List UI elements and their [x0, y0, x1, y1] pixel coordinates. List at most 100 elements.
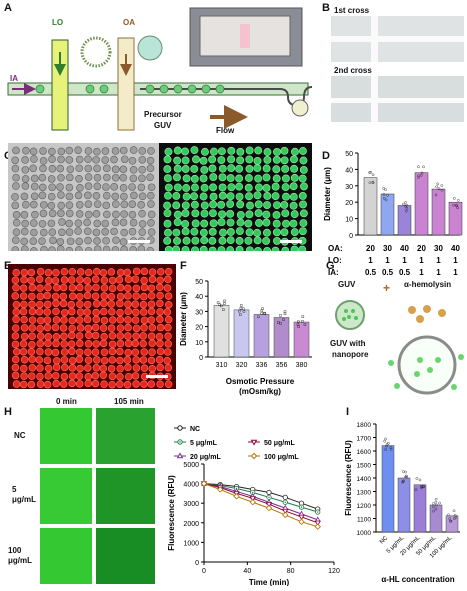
- y-tick-label: 20: [345, 200, 353, 207]
- red-guv: [157, 381, 164, 388]
- bar: [430, 505, 442, 532]
- bar-point: [240, 307, 242, 309]
- fluorescence-guv: [192, 220, 199, 227]
- red-guv: [68, 332, 75, 339]
- red-guv: [20, 348, 27, 355]
- x-tick-label: 0: [202, 568, 206, 575]
- fluorescence-guv: [245, 220, 252, 227]
- red-guv: [109, 373, 116, 380]
- brightfield-guv: [94, 237, 101, 244]
- brightfield-guv: [49, 237, 56, 244]
- brightfield-guv: [148, 229, 155, 236]
- brightfield-guv: [120, 166, 127, 173]
- fluorescence-guv: [290, 193, 297, 200]
- legend-marker: [252, 440, 257, 444]
- y-tick-label: 3000: [183, 501, 199, 508]
- fluorescence-guv: [218, 148, 225, 155]
- y-tick-label: 1700: [357, 436, 372, 443]
- fluorescence-guv: [263, 201, 270, 208]
- brightfield-guv: [139, 166, 146, 173]
- x-axis-label-units: (mOsm/kg): [239, 387, 281, 396]
- red-guv: [157, 364, 164, 371]
- red-guv: [133, 293, 140, 300]
- red-guv: [92, 293, 99, 300]
- red-guv: [92, 332, 99, 339]
- fluorescence-guv: [201, 220, 208, 227]
- red-guv: [76, 373, 83, 380]
- red-guv: [141, 277, 148, 284]
- red-guv: [149, 324, 156, 331]
- bar: [398, 478, 410, 532]
- fluorescence-guv: [191, 175, 198, 182]
- red-guv: [13, 348, 20, 355]
- bar: [364, 178, 377, 235]
- brightfield-guv: [30, 247, 37, 251]
- red-guv: [132, 349, 139, 356]
- legend-marker: [251, 453, 256, 458]
- fluorescence-guv: [218, 157, 225, 164]
- fluorescence-guv: [182, 157, 189, 164]
- red-guv: [100, 372, 107, 379]
- brightfield-guv: [120, 238, 127, 245]
- red-guv: [85, 285, 92, 292]
- brightfield-guv: [57, 210, 64, 217]
- brightfield-guv: [102, 220, 109, 227]
- time-105-label: 105 min: [114, 397, 144, 406]
- bar-point: [435, 498, 437, 500]
- fluorescence-guv: [255, 147, 262, 154]
- brightfield-guv: [112, 237, 119, 244]
- precursor-label-2: GUV: [154, 121, 171, 130]
- red-guv: [117, 325, 124, 332]
- red-guv: [92, 276, 99, 283]
- red-guv: [125, 316, 132, 323]
- red-guv: [76, 301, 83, 308]
- red-guv: [44, 292, 51, 299]
- red-guv: [100, 340, 107, 347]
- brightfield-guv: [39, 174, 46, 181]
- chart-d: 01020304050Diameter (μm)OA:LO:IA:2010.53…: [320, 143, 467, 295]
- x-tick-label: NC: [379, 535, 390, 546]
- red-guv: [109, 332, 116, 339]
- fluorescence-guv: [300, 166, 307, 173]
- fluorescence-guv: [227, 219, 234, 226]
- brightfield-guv: [58, 219, 65, 226]
- red-guv: [53, 284, 60, 291]
- brightfield-guv: [76, 165, 83, 172]
- red-guv: [85, 357, 92, 364]
- fluorescence-guv: [209, 247, 216, 251]
- legend-marker: [178, 453, 183, 457]
- fluorescence-guv: [281, 201, 288, 208]
- fluorescence-guv: [246, 156, 253, 163]
- brightfield-guv: [57, 184, 64, 191]
- brightfield-guv: [30, 156, 37, 163]
- red-guv: [117, 365, 124, 372]
- red-guv: [37, 285, 44, 292]
- red-guv: [164, 276, 171, 283]
- brightfield-guv: [85, 147, 92, 154]
- red-guv: [165, 293, 172, 300]
- brightfield-guv: [85, 201, 92, 208]
- fluorescence-guv: [227, 237, 234, 244]
- red-guv: [45, 269, 52, 276]
- red-guv: [157, 308, 164, 315]
- scale-bar: [146, 375, 168, 378]
- brightfield-guv: [21, 246, 28, 251]
- fluorescence-guv: [201, 237, 208, 244]
- red-guv: [37, 381, 44, 388]
- red-guv: [13, 269, 20, 276]
- brightfield-guv: [130, 192, 137, 199]
- red-guv: [61, 277, 68, 284]
- brightfield-guv: [66, 184, 73, 191]
- y-tick-label: 1400: [357, 476, 372, 483]
- fluorescence-guv: [290, 156, 297, 163]
- red-guv: [124, 357, 131, 364]
- brightfield-guv: [75, 147, 82, 154]
- red-guv: [85, 269, 92, 276]
- red-guv: [165, 381, 172, 388]
- param-value: 30: [434, 244, 443, 253]
- red-guv: [93, 268, 100, 275]
- brightfield-guv: [93, 156, 100, 163]
- legend-marker: [178, 426, 182, 430]
- fluorescence-guv: [300, 157, 307, 164]
- red-guv: [133, 365, 140, 372]
